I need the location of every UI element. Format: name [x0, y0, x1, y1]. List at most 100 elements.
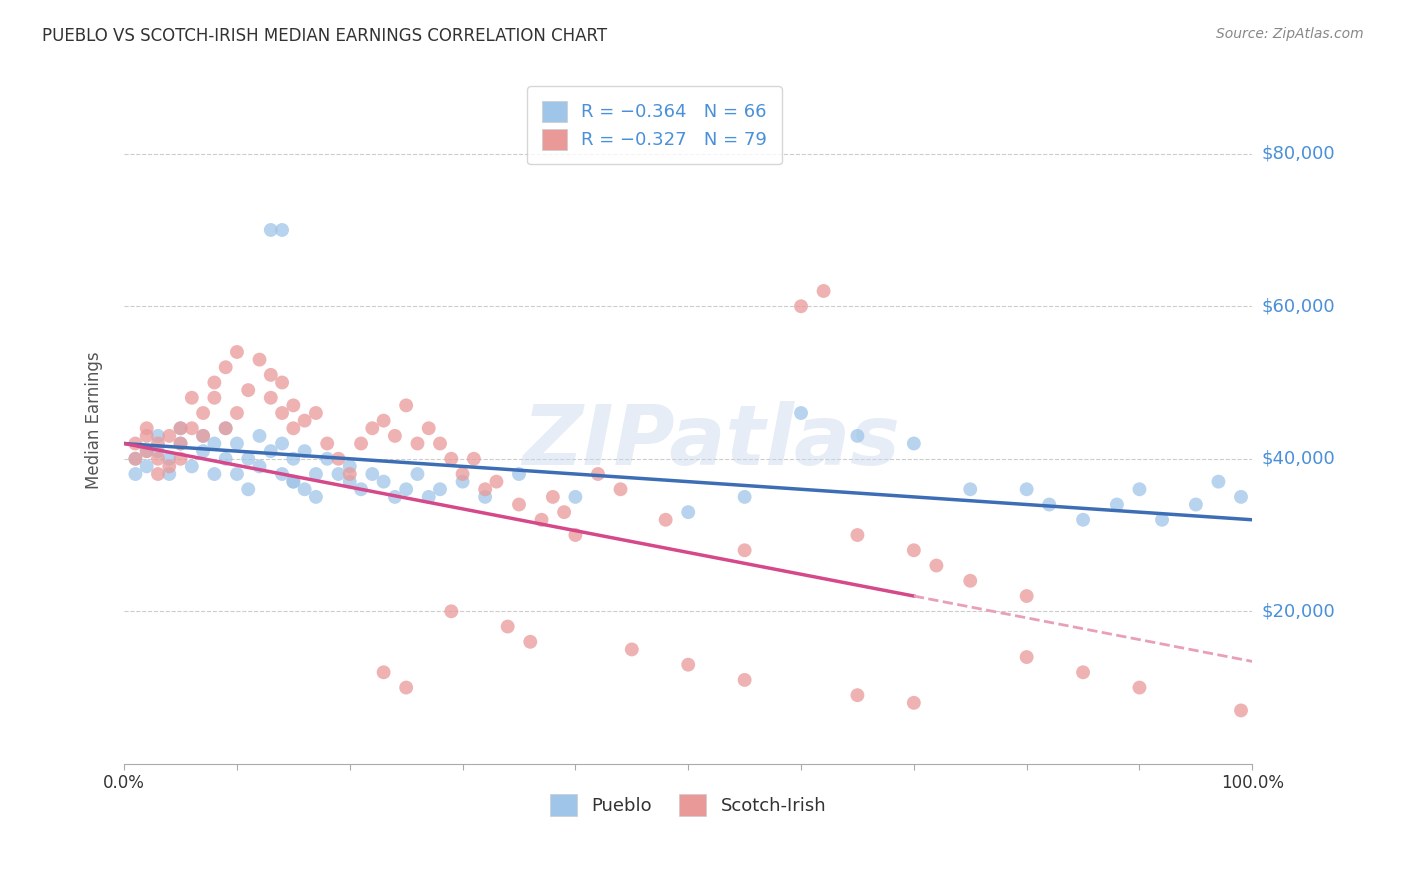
Point — [283, 475, 305, 489]
Point — [180, 391, 202, 405]
Point — [202, 467, 225, 481]
Point — [169, 421, 191, 435]
Point — [959, 574, 981, 588]
Point — [350, 436, 373, 450]
Point — [294, 483, 316, 497]
Point — [1015, 589, 1038, 603]
Point — [215, 421, 238, 435]
Point — [271, 376, 294, 390]
Point — [339, 475, 361, 489]
Point — [316, 451, 339, 466]
Point — [202, 436, 225, 450]
Point — [124, 467, 146, 481]
Point — [271, 467, 294, 481]
Point — [903, 436, 925, 450]
Point — [1208, 475, 1230, 489]
Legend: Pueblo, Scotch-Irish: Pueblo, Scotch-Irish — [543, 787, 834, 823]
Point — [530, 513, 553, 527]
Point — [734, 490, 756, 504]
Point — [654, 513, 676, 527]
Point — [361, 467, 384, 481]
Point — [169, 436, 191, 450]
Point — [124, 451, 146, 466]
Point — [429, 436, 451, 450]
Point — [903, 696, 925, 710]
Point — [283, 451, 305, 466]
Point — [925, 558, 948, 573]
Point — [373, 414, 395, 428]
Point — [124, 451, 146, 466]
Point — [959, 483, 981, 497]
Point — [790, 406, 813, 420]
Point — [474, 483, 496, 497]
Point — [485, 475, 508, 489]
Text: $60,000: $60,000 — [1261, 297, 1334, 315]
Point — [586, 467, 609, 481]
Point — [496, 619, 519, 633]
Point — [564, 528, 586, 542]
Point — [146, 467, 169, 481]
Point — [226, 345, 249, 359]
Point — [734, 673, 756, 687]
Point — [305, 467, 328, 481]
Point — [384, 490, 406, 504]
Point — [440, 604, 463, 618]
Point — [395, 398, 418, 412]
Point — [124, 436, 146, 450]
Point — [350, 483, 373, 497]
Point — [283, 398, 305, 412]
Point — [191, 444, 214, 458]
Point — [157, 429, 180, 443]
Point — [249, 352, 271, 367]
Text: $20,000: $20,000 — [1261, 602, 1336, 620]
Point — [283, 421, 305, 435]
Text: $80,000: $80,000 — [1261, 145, 1334, 162]
Point — [157, 459, 180, 474]
Point — [440, 451, 463, 466]
Point — [146, 451, 169, 466]
Point — [146, 429, 169, 443]
Point — [135, 444, 157, 458]
Text: Source: ZipAtlas.com: Source: ZipAtlas.com — [1216, 27, 1364, 41]
Point — [1071, 513, 1094, 527]
Point — [1230, 490, 1253, 504]
Point — [429, 483, 451, 497]
Point — [328, 467, 350, 481]
Point — [1105, 498, 1128, 512]
Point — [620, 642, 643, 657]
Point — [249, 429, 271, 443]
Point — [271, 223, 294, 237]
Point — [553, 505, 575, 519]
Point — [463, 451, 485, 466]
Y-axis label: Median Earnings: Median Earnings — [86, 351, 103, 490]
Point — [238, 451, 260, 466]
Point — [146, 436, 169, 450]
Point — [1150, 513, 1173, 527]
Point — [202, 376, 225, 390]
Point — [813, 284, 835, 298]
Point — [169, 436, 191, 450]
Point — [191, 429, 214, 443]
Point — [180, 421, 202, 435]
Point — [1038, 498, 1060, 512]
Point — [271, 406, 294, 420]
Point — [191, 406, 214, 420]
Point — [361, 421, 384, 435]
Point — [226, 467, 249, 481]
Point — [451, 475, 474, 489]
Point — [180, 459, 202, 474]
Point — [373, 475, 395, 489]
Point — [316, 436, 339, 450]
Point — [135, 429, 157, 443]
Point — [191, 429, 214, 443]
Point — [294, 444, 316, 458]
Point — [135, 444, 157, 458]
Point — [508, 498, 530, 512]
Point — [260, 223, 283, 237]
Point — [418, 421, 440, 435]
Point — [202, 391, 225, 405]
Point — [305, 406, 328, 420]
Point — [157, 451, 180, 466]
Point — [564, 490, 586, 504]
Point — [1071, 665, 1094, 680]
